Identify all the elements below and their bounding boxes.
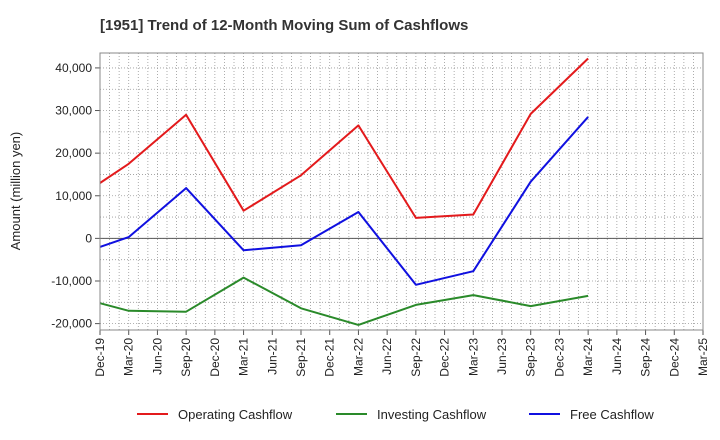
x-tick-label: Jun-20 xyxy=(150,338,164,375)
series-line-operating-cashflow xyxy=(99,57,589,219)
chart-title: [1951] Trend of 12-Month Moving Sum of C… xyxy=(100,17,468,34)
x-tick-label: Mar-20 xyxy=(122,338,136,376)
x-tick-label: Mar-25 xyxy=(696,338,710,376)
x-tick-label: Dec-23 xyxy=(552,338,566,377)
series-line-free-cashflow xyxy=(99,116,589,286)
x-tick-label: Dec-24 xyxy=(667,338,681,377)
legend: Operating Cashflow Investing Cashflow Free… xyxy=(137,407,654,422)
x-tick-label: Jun-24 xyxy=(610,338,624,375)
y-tick-label: 40,000 xyxy=(55,61,92,75)
x-tick-label: Dec-22 xyxy=(438,338,452,377)
legend-label: Free Cashflow xyxy=(570,407,654,422)
x-tick-label: Sep-20 xyxy=(179,338,193,377)
y-tick-label: 20,000 xyxy=(55,146,92,160)
x-tick-label: Jun-23 xyxy=(495,338,509,375)
series-lines xyxy=(99,57,589,326)
y-tick-label: 0 xyxy=(85,231,92,245)
x-tick-label: Jun-22 xyxy=(380,338,394,375)
x-axis-ticks: Dec-19 Mar-20 Jun-20 Sep-20 Dec-20 Mar-21 Jun-… xyxy=(93,330,710,377)
x-tick-label: Sep-24 xyxy=(639,338,653,377)
series-line-investing-cashflow xyxy=(99,276,589,326)
y-tick-label: -20,000 xyxy=(51,317,92,331)
x-tick-label: Jun-21 xyxy=(265,338,279,375)
y-tick-label: -10,000 xyxy=(51,274,92,288)
x-tick-label: Sep-23 xyxy=(524,338,538,377)
x-tick-label: Mar-23 xyxy=(466,338,480,376)
grid xyxy=(99,53,704,330)
legend-label: Operating Cashflow xyxy=(178,407,293,422)
y-tick-label: 30,000 xyxy=(55,104,92,118)
x-tick-label: Sep-21 xyxy=(294,338,308,377)
x-tick-label: Dec-21 xyxy=(323,338,337,377)
plot-frame xyxy=(99,52,704,331)
x-tick-label: Dec-19 xyxy=(93,338,107,377)
y-tick-label: 10,000 xyxy=(55,189,92,203)
y-axis-ticks: -20,000 -10,000 0 10,000 20,000 30,000 40,000 xyxy=(51,61,100,331)
y-axis-label: Amount (million yen) xyxy=(8,132,23,251)
x-tick-label: Mar-22 xyxy=(351,338,365,376)
legend-label: Investing Cashflow xyxy=(377,407,487,422)
x-tick-label: Mar-24 xyxy=(581,338,595,376)
x-tick-label: Sep-22 xyxy=(409,338,423,377)
x-tick-label: Mar-21 xyxy=(237,338,251,376)
x-tick-label: Dec-20 xyxy=(208,338,222,377)
